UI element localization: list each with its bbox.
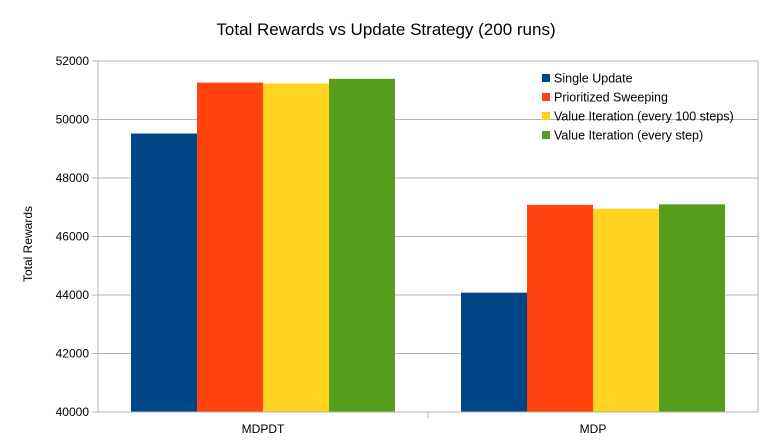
legend-label: Value Iteration (every 100 steps) — [554, 110, 734, 124]
bar — [527, 204, 593, 412]
legend-swatch — [542, 74, 550, 82]
axes — [92, 60, 759, 418]
bar — [131, 133, 197, 413]
y-axis-label: Total Rewards — [21, 206, 35, 282]
legend-swatch — [542, 112, 550, 120]
legend-label: Prioritized Sweeping — [554, 91, 668, 105]
x-tick-label: MDPDT — [242, 422, 285, 436]
legend-label: Single Update — [554, 72, 633, 86]
y-tick-label: 40000 — [56, 405, 90, 419]
bar — [329, 78, 395, 412]
legend-swatch — [542, 131, 550, 139]
legend-swatch — [542, 93, 550, 101]
bar — [461, 292, 527, 412]
bar — [197, 82, 263, 413]
y-tick-label: 52000 — [56, 54, 90, 68]
bar — [593, 208, 659, 412]
y-tick-label: 42000 — [56, 347, 90, 361]
y-tick-label: 50000 — [56, 113, 90, 127]
chart-title: Total Rewards vs Update Strategy (200 ru… — [216, 20, 555, 39]
y-tick-label: 46000 — [56, 230, 90, 244]
bar — [263, 83, 329, 413]
y-tick-label: 48000 — [56, 171, 90, 185]
bars — [131, 78, 725, 413]
x-tick-label: MDP — [580, 422, 607, 436]
y-tick-labels: 40000 42000 44000 46000 48000 50000 52000 — [56, 54, 90, 419]
y-tick-label: 44000 — [56, 288, 90, 302]
legend-label: Value Iteration (every step) — [554, 129, 703, 143]
bar — [659, 204, 725, 412]
legend: Single Update Prioritized Sweeping Value I… — [542, 72, 734, 143]
x-tick-labels: MDPDT MDP — [242, 422, 607, 436]
